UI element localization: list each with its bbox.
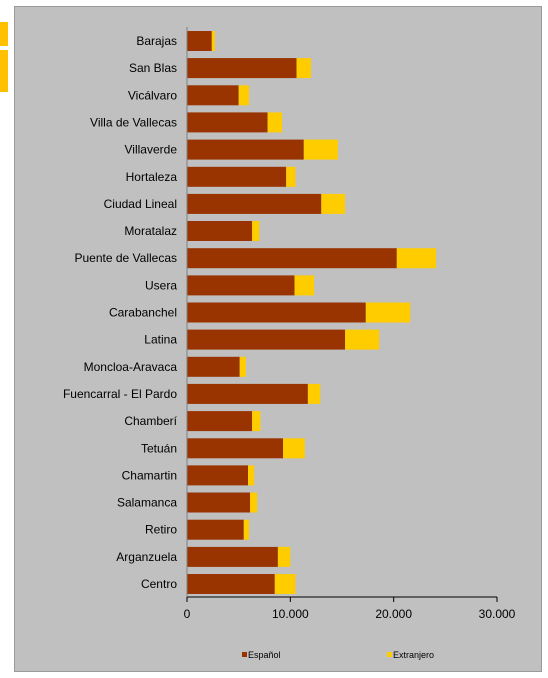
bar-hortaleza-espanol — [187, 166, 287, 187]
bar-puente-de-vallecas-extranjero — [396, 248, 437, 269]
bar-tetuan-extranjero — [283, 438, 305, 459]
x-tick-label: 30.000 — [479, 607, 516, 621]
bar-centro-extranjero — [274, 574, 296, 594]
bar-carabanchel-espanol — [187, 302, 366, 323]
bar-retiro-extranjero — [243, 519, 249, 540]
bar-carabanchel-extranjero — [365, 302, 411, 323]
bar-latina-extranjero — [345, 329, 380, 350]
bar-chamartin-espanol — [187, 465, 248, 486]
bar-chamberi-extranjero — [252, 411, 261, 432]
bar-villa-de-vallecas-extranjero — [267, 112, 283, 133]
category-labels: Barajas San Blas Vicálvaro Villa de Valleca… — [63, 34, 178, 591]
category-label: San Blas — [129, 61, 177, 75]
category-label: Usera — [145, 278, 177, 292]
legend-label-extranjero: Extranjero — [393, 650, 434, 660]
bar-chamartin-extranjero — [248, 465, 255, 486]
bar-arganzuela-espanol — [187, 546, 278, 567]
category-label: Moratalaz — [124, 224, 177, 238]
bar-barajas-espanol — [187, 31, 212, 51]
bars-layer — [187, 31, 437, 594]
bar-tetuan-espanol — [187, 438, 284, 459]
category-label: Centro — [141, 577, 177, 591]
bar-villaverde-espanol — [187, 139, 304, 160]
bar-ciudad-lineal-espanol — [187, 193, 322, 214]
bar-villaverde-extranjero — [303, 139, 338, 160]
bar-vicalvaro-extranjero — [238, 85, 249, 106]
legend-swatch-espanol — [242, 652, 247, 657]
bar-barajas-extranjero — [211, 31, 215, 51]
category-label: Salamanca — [117, 496, 177, 510]
x-tick-label: 20.000 — [375, 607, 412, 621]
bar-salamanca-espanol — [187, 492, 250, 513]
category-label: Villaverde — [125, 143, 178, 157]
legend: Español Extranjero — [242, 650, 434, 660]
bar-moncloa-aravaca-extranjero — [239, 356, 246, 377]
category-label: Retiro — [145, 523, 177, 537]
bar-latina-espanol — [187, 329, 346, 350]
legend-label-espanol: Español — [248, 650, 281, 660]
bar-usera-extranjero — [294, 275, 315, 296]
bar-chamberi-espanol — [187, 411, 253, 432]
bar-vicalvaro-espanol — [187, 85, 239, 106]
bar-salamanca-extranjero — [250, 492, 258, 513]
bar-villa-de-vallecas-espanol — [187, 112, 268, 133]
category-label: Carabanchel — [109, 306, 177, 320]
bar-fuencarral-el-pardo-espanol — [187, 383, 308, 404]
bar-arganzuela-extranjero — [277, 546, 291, 567]
category-label: Tetuán — [141, 441, 177, 455]
chart-frame: Barajas San Blas Vicálvaro Villa de Valleca… — [14, 6, 542, 672]
bar-fuencarral-el-pardo-extranjero — [307, 383, 321, 404]
category-label: Moncloa-Aravaca — [84, 360, 178, 374]
bar-ciudad-lineal-extranjero — [321, 193, 346, 214]
category-label: Fuencarral - El Pardo — [63, 387, 177, 401]
category-label: Chamartin — [122, 468, 177, 482]
stacked-bar-chart: Barajas San Blas Vicálvaro Villa de Valleca… — [63, 27, 516, 660]
bar-moratalaz-espanol — [187, 221, 253, 241]
category-label: Puente de Vallecas — [74, 251, 177, 265]
bar-centro-espanol — [187, 574, 275, 594]
category-label: Arganzuela — [116, 550, 177, 564]
bar-moratalaz-extranjero — [252, 221, 260, 241]
bar-san-blas-espanol — [187, 58, 297, 79]
category-label: Ciudad Lineal — [104, 197, 177, 211]
neighbor-highlight-block — [0, 50, 8, 92]
x-tick-label: 10.000 — [272, 607, 309, 621]
category-label: Barajas — [136, 34, 177, 48]
category-label: Villa de Vallecas — [90, 115, 177, 129]
bar-moncloa-aravaca-espanol — [187, 356, 240, 377]
category-label: Latina — [144, 333, 177, 347]
legend-swatch-extranjero — [387, 652, 392, 657]
cropped-neighbor-strip — [0, 0, 14, 678]
category-label: Hortaleza — [126, 170, 178, 184]
category-label: Vicálvaro — [128, 88, 177, 102]
bar-puente-de-vallecas-espanol — [187, 248, 397, 269]
bar-usera-espanol — [187, 275, 295, 296]
category-label: Chamberí — [124, 414, 177, 428]
bar-san-blas-extranjero — [296, 58, 311, 79]
bar-retiro-espanol — [187, 519, 244, 540]
x-tick-label: 0 — [184, 607, 191, 621]
bar-hortaleza-extranjero — [286, 166, 296, 187]
neighbor-highlight-block — [0, 22, 8, 46]
x-axis: 0 10.000 20.000 30.000 — [184, 27, 516, 621]
